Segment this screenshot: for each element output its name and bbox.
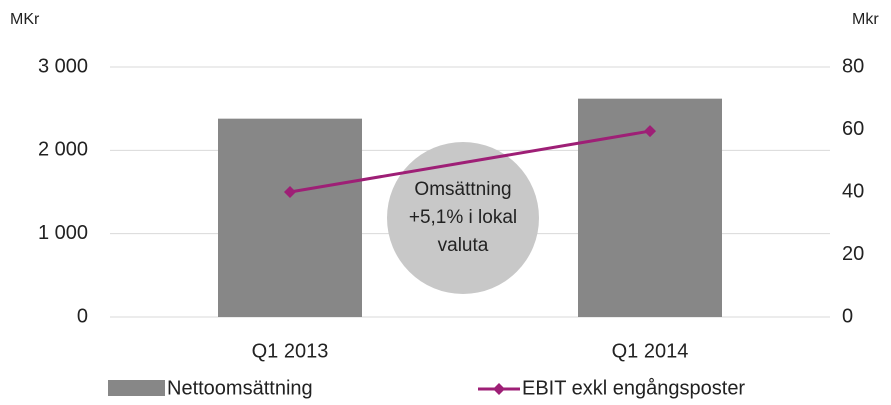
legend-swatch [108, 380, 165, 396]
y2-tick-label: 20 [842, 243, 864, 265]
legend-label: Nettoomsättning [167, 377, 313, 399]
y-axis-label: MKr [10, 11, 40, 28]
legend-marker [493, 383, 505, 395]
annotation-bubble [387, 142, 539, 294]
y2-axis-label: Mkr [852, 11, 879, 28]
annotation-text: valuta [438, 235, 489, 256]
annotation-text: +5,1% i lokal [409, 207, 517, 228]
y2-tick-label: 0 [842, 305, 853, 327]
bar [218, 118, 362, 318]
line-marker [644, 125, 656, 138]
x-tick-label: Q1 2013 [252, 340, 329, 362]
x-tick-label: Q1 2014 [612, 340, 689, 362]
y-tick-label: 0 [77, 305, 88, 327]
line-marker [284, 186, 296, 198]
y-tick-label: 3 000 [38, 55, 88, 77]
legend-label: EBIT exkl engångsposter [522, 377, 745, 399]
y2-tick-label: 80 [842, 55, 864, 77]
line [289, 129, 651, 194]
y2-tick-label: 60 [842, 118, 864, 140]
y-tick-label: 1 000 [38, 222, 88, 244]
annotation-text: Omsättning [414, 179, 511, 200]
y-tick-label: 2 000 [38, 139, 88, 161]
y2-tick-label: 40 [842, 180, 864, 202]
